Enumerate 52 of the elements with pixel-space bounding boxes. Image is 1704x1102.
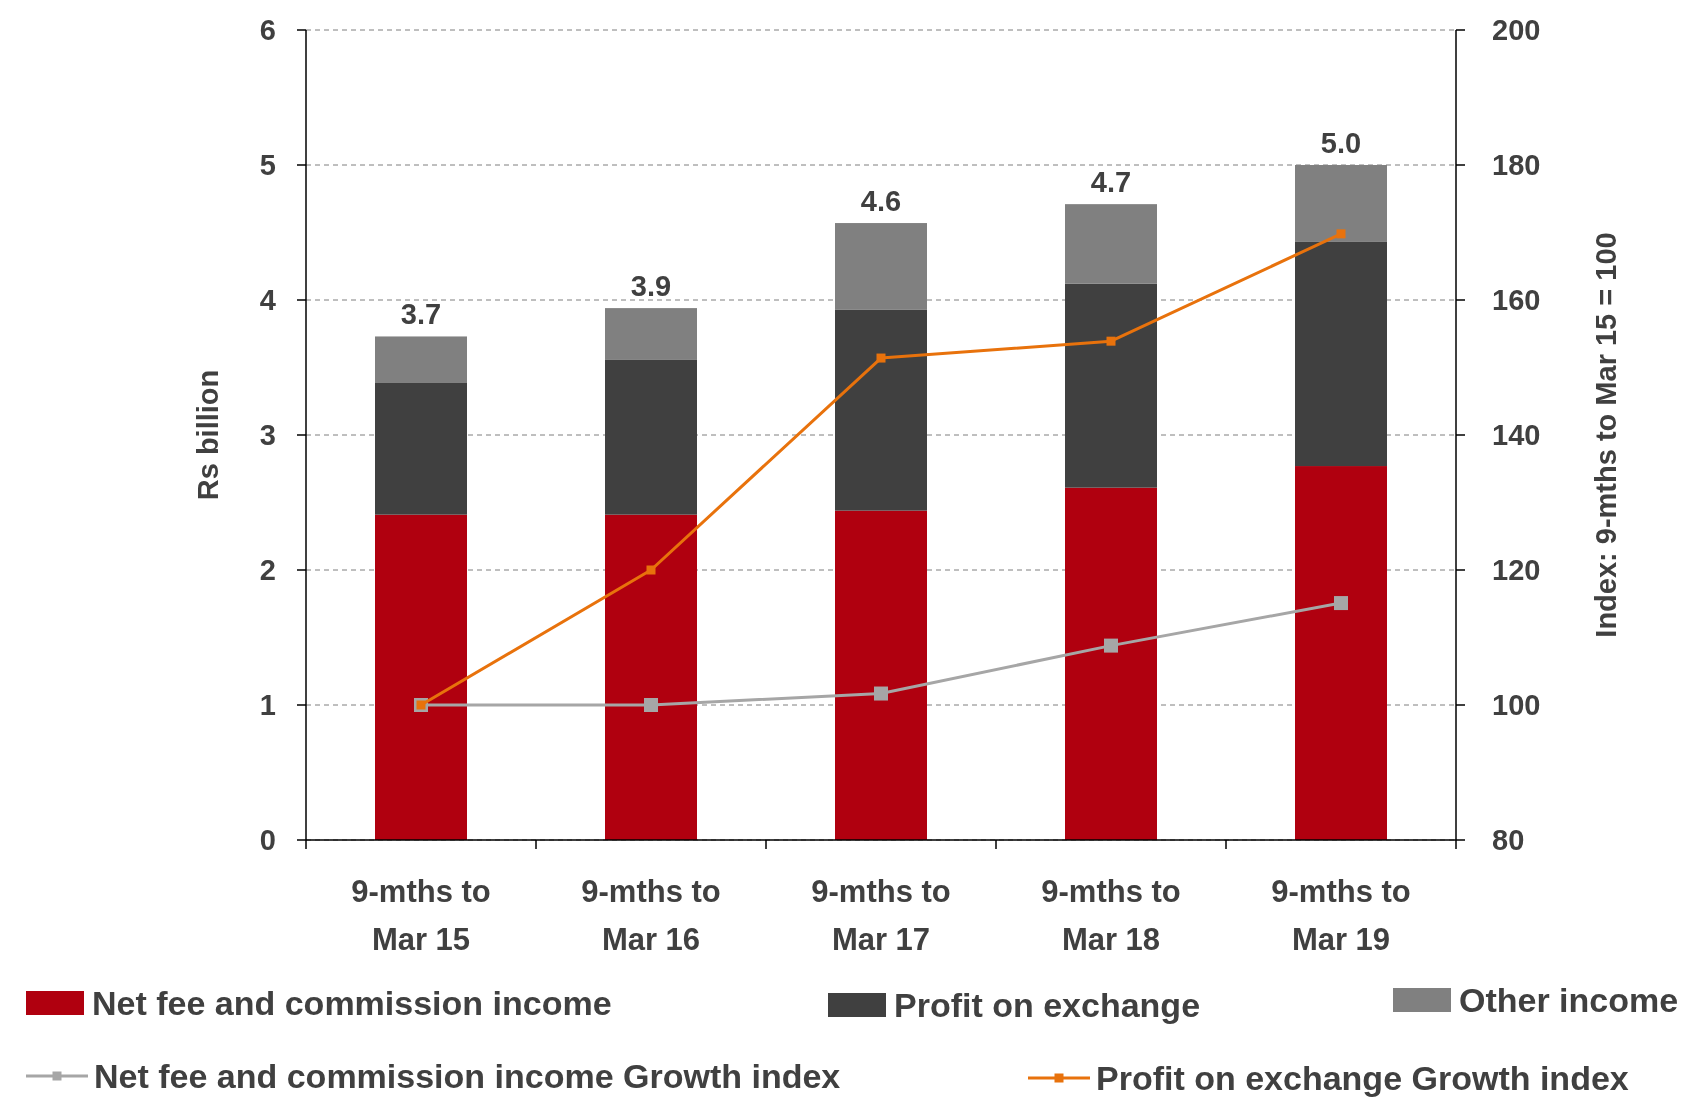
total-label: 4.6 [860,185,902,218]
y-tick-label: 4 [259,284,276,317]
legend-label: Net fee and commission income Growth index [94,1056,841,1095]
y2-tick-label: 160 [1492,284,1541,317]
point [1334,596,1348,611]
bar [605,308,697,360]
total-label: 3.7 [400,298,442,331]
total-label: 4.7 [1090,166,1132,199]
y-tick-label: 0 [259,824,276,857]
y-tick-label: 1 [259,689,276,722]
x-tick-label: 9-mths to Mar 16 [581,874,721,957]
point [644,698,658,712]
x-tick-label: 9-mths to Mar 19 [1271,874,1411,957]
point [1336,229,1346,239]
y2-tick-label: 180 [1492,149,1541,182]
y2-tick-label: 100 [1492,689,1541,722]
x-tick-label: 9-mths to Mar 18 [1041,874,1181,957]
y2-tick-label: 120 [1492,554,1541,587]
y2-tick-label: 140 [1492,419,1541,452]
bar [835,510,927,840]
point [874,686,888,701]
y2-axis-title: Index: 9-mths to Mar 15 = 100 [1590,232,1622,638]
bar [375,514,467,840]
bar [375,382,467,515]
bar [605,514,697,840]
legend-label: Other income [1459,980,1679,1019]
y2-tick-label: 80 [1492,824,1525,857]
bar [1065,283,1157,488]
bar [1065,487,1157,840]
point [1104,638,1118,653]
x-tick-label: 9-mths to Mar 17 [811,874,951,957]
legend-label: Profit on exchange Growth index [1096,1058,1629,1097]
total-label: 5.0 [1320,127,1362,159]
bar [375,336,467,383]
x-tick-label: 9-mths to Mar 15 [351,874,491,957]
legend-label: Net fee and commission income [92,983,612,1022]
y2-tick-label: 200 [1492,14,1541,47]
bar [1295,466,1387,840]
bar [835,309,927,511]
bar [605,359,697,515]
point [646,565,656,575]
y-tick-label: 6 [259,14,276,47]
y-tick-label: 5 [259,149,276,182]
bar [1295,241,1387,467]
bar [1065,204,1157,284]
y-axis-title: Rs billion [192,369,224,501]
total-label: 3.9 [630,270,672,303]
legend-label: Profit on exchange [894,985,1201,1024]
y-tick-label: 3 [259,419,276,452]
y-tick-label: 2 [259,554,276,587]
point [876,353,886,363]
point [1106,336,1116,346]
